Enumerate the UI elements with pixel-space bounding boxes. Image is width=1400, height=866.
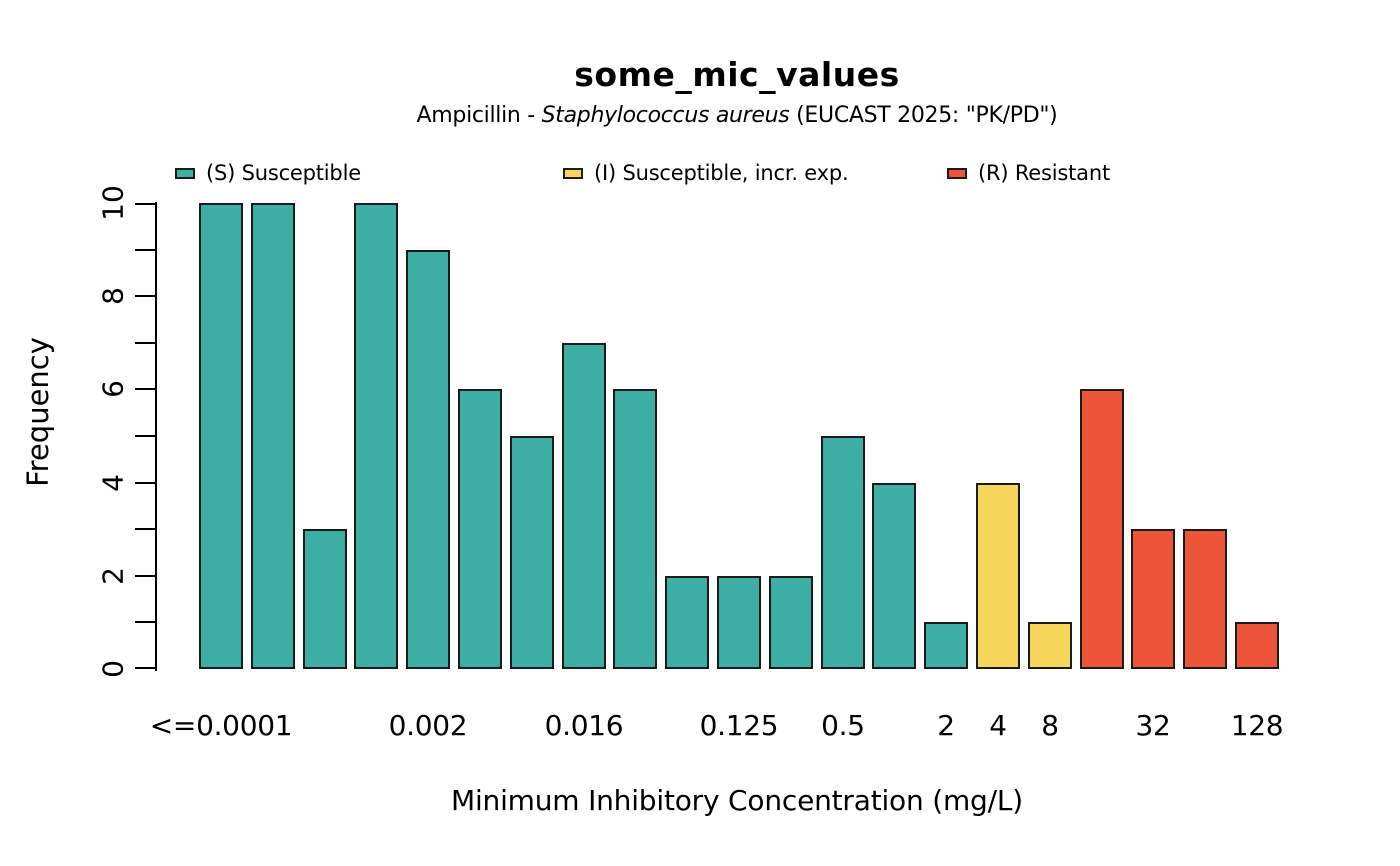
histogram-bar (665, 576, 709, 669)
histogram-bar (717, 576, 761, 669)
y-axis-tick (135, 388, 155, 390)
x-tick-label: 8 (1041, 709, 1059, 742)
histogram-bar (199, 203, 243, 669)
x-tick-label: 0.5 (821, 709, 865, 742)
histogram-bar (458, 389, 502, 669)
y-tick-label: 6 (96, 380, 130, 398)
histogram-bar (251, 203, 295, 669)
legend: (S) Susceptible (I) Susceptible, incr. ex… (0, 159, 1400, 187)
subtitle-antibiotic: Ampicillin - (416, 103, 542, 128)
legend-swatch-icon (563, 167, 583, 179)
y-axis-title: Frequency (21, 337, 55, 487)
x-tick-label: 4 (989, 709, 1007, 742)
y-axis-tick (135, 435, 155, 437)
chart-subtitle: Ampicillin - Staphylococcus aureus (EUCA… (157, 103, 1317, 128)
x-axis-title: Minimum Inhibitory Concentration (mg/L) (451, 784, 1023, 817)
histogram-bar (303, 529, 347, 669)
legend-item-i: (I) Susceptible, incr. exp. (563, 159, 849, 187)
x-tick-label: 0.016 (544, 709, 624, 742)
x-tick-label: 128 (1230, 709, 1284, 742)
plot-area: 0 2 4 6 8 10 <=0.0001 0.002 0.016 0.125 0.5 2 4 8 32 12… (97, 185, 1284, 742)
legend-label: (S) Susceptible (206, 161, 361, 185)
y-axis-tick (135, 342, 155, 344)
y-axis-tick (135, 621, 155, 623)
legend-item-s: (S) Susceptible (175, 159, 361, 187)
histogram-bar (1080, 389, 1124, 669)
subtitle-species: Staphylococcus aureus (541, 103, 790, 128)
y-tick-label: 10 (96, 185, 130, 221)
x-tick-label: 0.125 (699, 709, 779, 742)
y-tick-label: 0 (96, 660, 130, 678)
histogram-bar (562, 343, 606, 669)
histogram-bar (976, 483, 1020, 669)
y-axis-tick (135, 295, 155, 297)
y-axis-tick (135, 203, 155, 205)
histogram-bar (1235, 622, 1279, 669)
x-tick-label: 32 (1135, 709, 1171, 742)
x-tick-label: 2 (937, 709, 955, 742)
histogram-bar (821, 436, 865, 669)
histogram-bar (510, 436, 554, 669)
histogram-bar (613, 389, 657, 669)
histogram-bar (1028, 622, 1072, 669)
y-axis-tick (135, 482, 155, 484)
legend-label: (R) Resistant (978, 161, 1110, 185)
histogram-bar (924, 622, 968, 669)
histogram-bar (872, 483, 916, 669)
y-tick-label: 4 (96, 474, 130, 492)
legend-label: (I) Susceptible, incr. exp. (594, 161, 849, 185)
histogram-bar (406, 250, 450, 669)
histogram-bar (1131, 529, 1175, 669)
legend-swatch-icon (175, 167, 195, 179)
chart-title: some_mic_values (574, 55, 900, 94)
y-tick-label: 8 (96, 287, 130, 305)
y-axis-tick (135, 528, 155, 530)
histogram-bar (1183, 529, 1227, 669)
legend-item-r: (R) Resistant (947, 159, 1110, 187)
y-axis-line (155, 202, 157, 671)
legend-swatch-icon (947, 167, 967, 179)
y-axis-tick (135, 667, 155, 669)
y-tick-label: 2 (96, 567, 130, 585)
y-axis-tick (135, 575, 155, 577)
x-tick-label: 0.002 (388, 709, 468, 742)
x-tick-label: <=0.0001 (149, 709, 293, 742)
histogram-bar (769, 576, 813, 669)
subtitle-guideline: (EUCAST 2025: "PK/PD") (789, 103, 1058, 128)
y-axis-tick (135, 249, 155, 251)
histogram-bar (354, 203, 398, 669)
